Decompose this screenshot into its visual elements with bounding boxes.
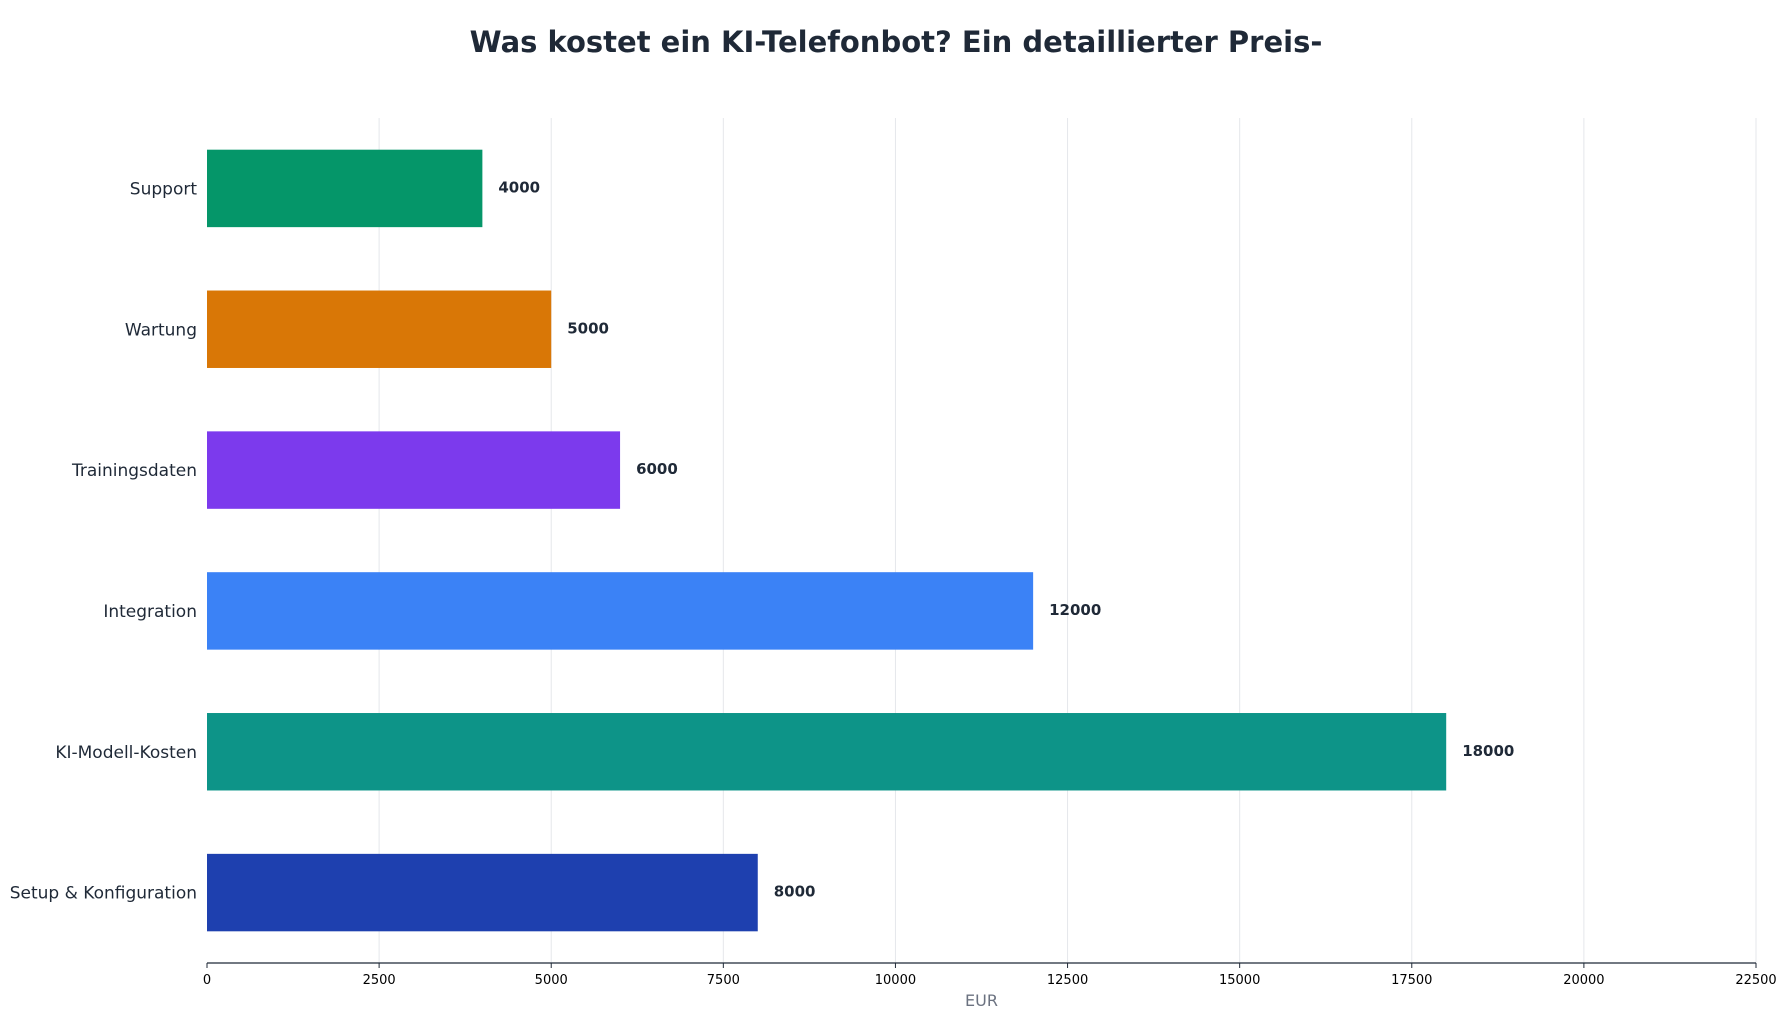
x-tick-label: 20000 bbox=[1563, 973, 1604, 988]
gridlines bbox=[378, 118, 1757, 963]
category-label: Wartung bbox=[125, 320, 197, 340]
x-tick-label: 10000 bbox=[875, 973, 916, 988]
data-label: 8000 bbox=[774, 883, 816, 901]
x-tick-label: 22500 bbox=[1735, 973, 1776, 988]
category-labels: Setup & Konfiguration KI-Modell-Kosten Int… bbox=[10, 179, 198, 903]
category-label: Trainingsdaten bbox=[71, 461, 197, 481]
x-tick-label: 12500 bbox=[1047, 973, 1088, 988]
category-label: Integration bbox=[103, 602, 197, 622]
x-tick-label: 5000 bbox=[535, 973, 568, 988]
bar bbox=[207, 431, 621, 509]
value-labels: 8000 18000 12000 6000 5000 4000 bbox=[498, 178, 1514, 900]
x-tick-label: 0 bbox=[203, 973, 211, 988]
category-label: Setup & Konfiguration bbox=[10, 884, 197, 904]
bar bbox=[207, 853, 758, 932]
data-label: 12000 bbox=[1049, 601, 1101, 619]
category-label: Support bbox=[130, 179, 198, 199]
category-label: KI-Modell-Kosten bbox=[55, 743, 197, 763]
bar bbox=[207, 149, 483, 228]
x-tick-label: 17500 bbox=[1391, 973, 1432, 988]
x-tick-label: 7500 bbox=[707, 973, 740, 988]
data-label: 5000 bbox=[567, 319, 609, 337]
x-tick-label: 2500 bbox=[363, 973, 396, 988]
x-tick-label: 15000 bbox=[1219, 973, 1260, 988]
bar bbox=[207, 572, 1034, 650]
chart-title: Was kostet ein KI-Telefonbot? Ein detail… bbox=[470, 25, 1323, 59]
bar bbox=[207, 290, 552, 368]
data-label: 6000 bbox=[636, 460, 678, 478]
x-axis-ticks: 0 2500 5000 7500 10000 12500 15000 17500 20000 22… bbox=[203, 963, 1777, 988]
bars bbox=[207, 149, 1447, 932]
data-label: 4000 bbox=[498, 178, 540, 196]
x-axis-title: EUR bbox=[965, 991, 998, 1010]
bar bbox=[207, 713, 1447, 791]
data-label: 18000 bbox=[1462, 742, 1514, 760]
